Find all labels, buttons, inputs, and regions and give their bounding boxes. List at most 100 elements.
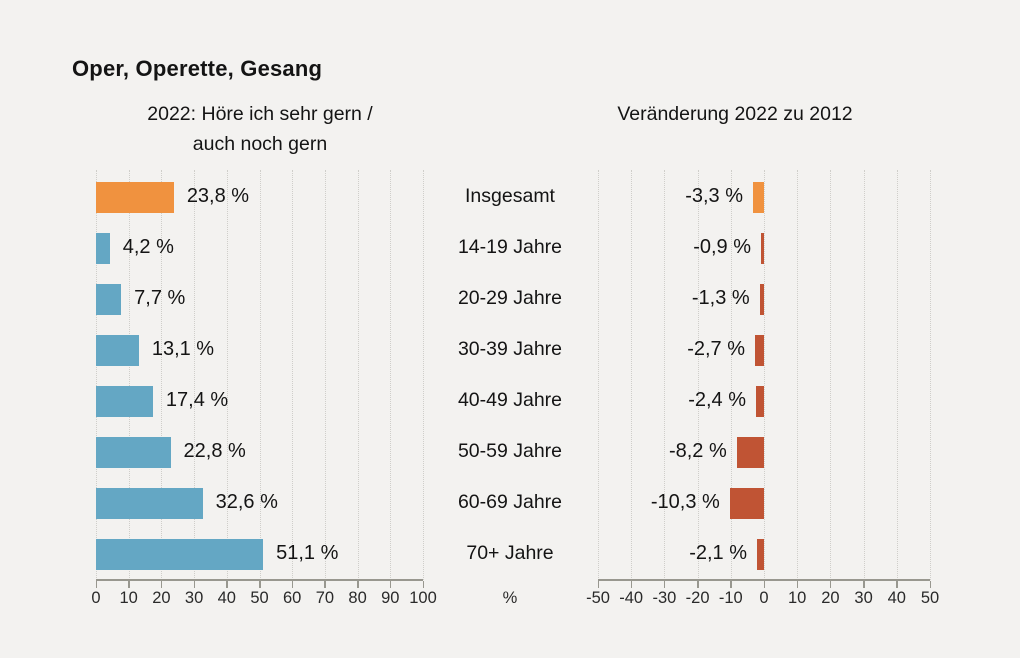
axis-tick-label: -30 (652, 589, 677, 607)
gridline (390, 170, 392, 580)
axis-tick (193, 581, 196, 588)
axis-tick-label: 0 (759, 589, 769, 607)
bar-value-label: 17,4 % (165, 389, 229, 412)
category-label: Insgesamt (465, 185, 555, 208)
gridline (598, 170, 599, 580)
category-label: 14-19 Jahre (457, 236, 563, 259)
axis-tick-label: -40 (619, 589, 644, 607)
left-panel-title-line1: 2022: Höre ich sehr gern / (147, 103, 373, 125)
axis-tick (95, 581, 97, 588)
axis-tick-label: 40 (887, 589, 906, 607)
bar-value-label: -1,3 % (691, 287, 750, 310)
left-panel-title-line2: auch noch gern (192, 133, 328, 155)
gridline (96, 170, 97, 580)
bar-value-label: 23,8 % (186, 185, 250, 208)
gridline (830, 170, 832, 580)
value-bar (96, 385, 153, 417)
gridline (292, 170, 294, 580)
axis-tick (226, 581, 228, 588)
gridline (128, 170, 130, 580)
category-label: 50-59 Jahre (457, 440, 563, 463)
gridline (930, 170, 931, 580)
value-bar (96, 487, 203, 519)
chart-title: Oper, Operette, Gesang (72, 56, 323, 81)
bar-value-label: 32,6 % (215, 491, 278, 514)
axis-tick (291, 581, 294, 588)
axis-tick-label: 30 (854, 589, 873, 607)
change-bar (755, 334, 764, 366)
right-x-axis (598, 579, 930, 581)
bar-value-label: 51,1 % (276, 542, 339, 565)
axis-tick-label: 90 (381, 589, 400, 607)
change-bar (761, 232, 764, 264)
axis-tick-label: -10 (718, 589, 743, 607)
gridline (863, 170, 865, 580)
gridline (764, 170, 765, 580)
gridline (161, 170, 163, 580)
axis-tick (597, 581, 599, 588)
axis-tick (389, 581, 392, 588)
axis-tick-label: 40 (217, 589, 236, 607)
gridline (226, 170, 228, 580)
gridline (730, 170, 732, 580)
axis-tick (663, 581, 666, 588)
category-label: 70+ Jahre (466, 542, 554, 565)
category-label: 40-49 Jahre (457, 389, 563, 412)
bar-value-label: -10,3 % (650, 491, 720, 514)
axis-tick-label: 0 (91, 589, 101, 607)
axis-tick-label: 30 (184, 589, 204, 607)
axis-tick-label: -20 (685, 589, 710, 607)
value-bar (96, 334, 139, 366)
category-label: 30-39 Jahre (457, 338, 563, 361)
value-bar (96, 538, 264, 570)
left-panel-title: 2022: Höre ich sehr gern / auch noch ger… (90, 99, 430, 159)
change-bar (729, 487, 764, 519)
bar-value-label: 22,8 % (183, 440, 246, 463)
axis-tick (796, 581, 799, 588)
gridline (259, 170, 261, 580)
change-bar (756, 385, 764, 417)
axis-tick (896, 581, 898, 588)
bar-value-label: 4,2 % (122, 236, 174, 259)
axis-tick (422, 581, 424, 588)
left-axis-unit-label: % (502, 589, 518, 607)
gridline (664, 170, 666, 580)
axis-tick (259, 581, 261, 588)
axis-tick (357, 581, 359, 588)
bar-value-label: -2,4 % (688, 389, 747, 412)
change-bar (759, 283, 764, 315)
axis-tick-label: 50 (250, 589, 269, 607)
axis-tick-label: 70 (315, 589, 335, 607)
gridline (797, 170, 799, 580)
gridline (357, 170, 359, 580)
axis-tick-label: 20 (821, 589, 840, 607)
axis-tick-label: 50 (920, 589, 940, 607)
bar-value-label: -2,7 % (687, 338, 746, 361)
axis-tick (324, 581, 326, 588)
change-bar (753, 181, 764, 213)
value-bar (96, 232, 110, 264)
axis-tick-label: 10 (119, 589, 138, 607)
right-panel-title: Veränderung 2022 zu 2012 (617, 103, 853, 125)
gridline (697, 170, 699, 580)
change-bar (757, 538, 764, 570)
bar-value-label: -3,3 % (685, 185, 744, 208)
value-bar (96, 436, 171, 468)
change-bar (736, 436, 764, 468)
axis-tick (697, 581, 699, 588)
gridline (194, 170, 196, 580)
axis-tick (763, 581, 765, 588)
axis-tick (128, 581, 130, 588)
axis-tick-label: 100 (409, 589, 437, 607)
axis-tick (863, 581, 865, 588)
left-x-axis (96, 579, 423, 581)
axis-tick-label: 80 (348, 589, 367, 607)
bar-value-label: -2,1 % (689, 542, 748, 565)
gridline (631, 170, 633, 580)
gridline (324, 170, 326, 580)
axis-tick-label: 10 (788, 589, 807, 607)
axis-tick (929, 581, 931, 588)
value-bar (96, 181, 174, 213)
category-label: 20-29 Jahre (457, 287, 563, 310)
